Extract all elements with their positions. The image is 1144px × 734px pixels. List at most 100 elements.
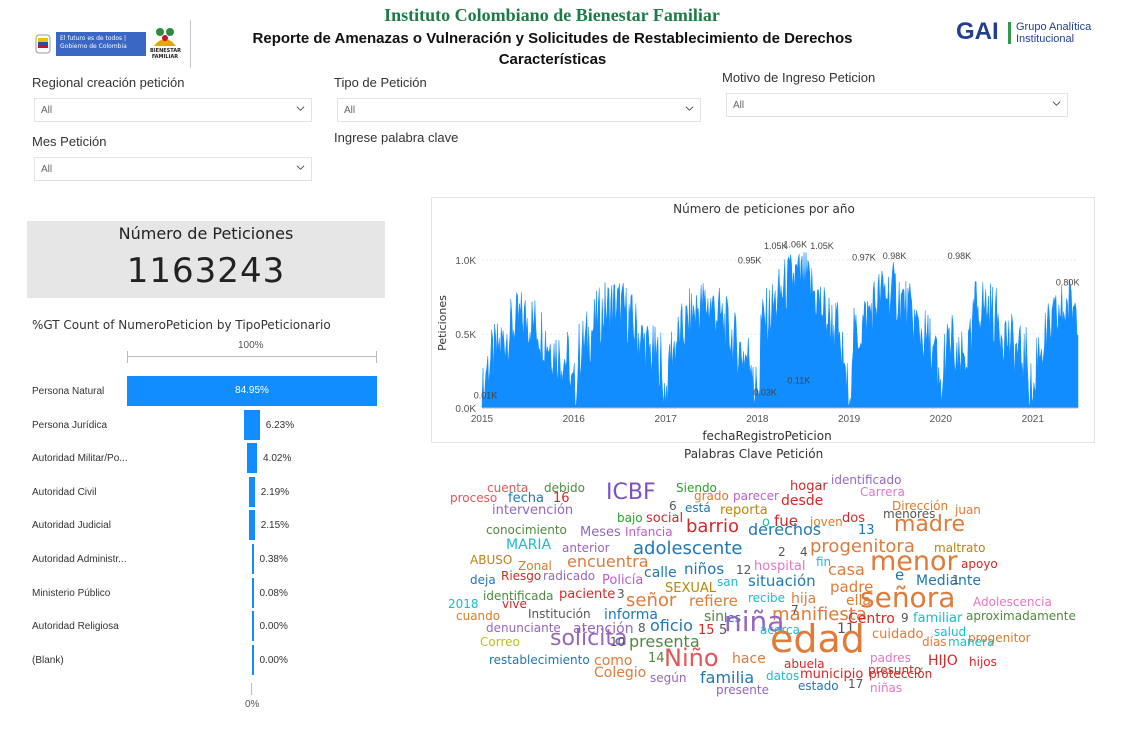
wordcloud-word[interactable]: presenta [629, 632, 700, 651]
wordcloud-word[interactable]: MARIA [506, 537, 552, 553]
wordcloud-word[interactable]: fecha [508, 491, 544, 506]
wordcloud-word[interactable]: solicita [550, 626, 628, 651]
wordcloud-word[interactable]: situación [748, 572, 816, 590]
wordcloud-word[interactable]: Riesgo [501, 569, 542, 583]
wordcloud-word[interactable]: 13 [858, 523, 875, 538]
wordcloud-word[interactable]: niños [684, 560, 725, 578]
wordcloud-word[interactable]: protección [869, 667, 933, 681]
wordcloud-word[interactable]: manifiesta [772, 604, 867, 625]
wordcloud-word[interactable]: Dirección [892, 499, 949, 513]
bar-mark[interactable] [252, 577, 254, 608]
wordcloud-word[interactable]: municipio [800, 667, 864, 682]
wordcloud-word[interactable]: Correo [480, 635, 520, 649]
wordcloud-word[interactable]: Niño [664, 644, 719, 672]
wordcloud-word[interactable]: radicado [543, 569, 596, 583]
tipo-filter-dropdown[interactable]: All [337, 98, 701, 122]
wordcloud-word[interactable]: estado [798, 679, 839, 693]
wordcloud-word[interactable]: Centro [848, 611, 895, 627]
wordcloud-word[interactable]: cuenta [487, 481, 529, 495]
wordcloud-word[interactable]: 10 [610, 635, 626, 649]
wordcloud-word[interactable]: 14 [648, 651, 665, 666]
bar-mark[interactable] [252, 611, 254, 642]
wordcloud-word[interactable]: padre [830, 578, 874, 596]
wordcloud-word[interactable]: niñas [870, 681, 903, 695]
wordcloud-word[interactable]: progenitor [968, 631, 1031, 645]
wordcloud-word[interactable]: restablecimiento [489, 653, 590, 667]
wordcloud-word[interactable]: Mediante [916, 573, 982, 589]
wordcloud-word[interactable]: vive [502, 597, 527, 611]
bar-mark[interactable] [246, 443, 258, 474]
bar-mark[interactable] [249, 510, 255, 541]
wordcloud-word[interactable]: identificada [483, 589, 554, 603]
wordcloud-word[interactable]: 8 [638, 621, 646, 635]
wordcloud-word[interactable]: 16 [553, 491, 570, 506]
wordcloud-word[interactable]: apoyo [961, 557, 998, 571]
wordcloud-word[interactable]: señor [626, 590, 677, 611]
wordcloud-word[interactable]: ella [846, 593, 871, 609]
wordcloud-word[interactable]: denunciante [486, 621, 561, 635]
wordcloud-word[interactable]: Zonal [518, 559, 552, 573]
wordcloud-word[interactable]: acerca [760, 623, 800, 637]
wordcloud-word[interactable]: casa [828, 560, 865, 579]
wordcloud-word[interactable]: presente [716, 683, 769, 697]
wordcloud-word[interactable]: hija [791, 591, 817, 607]
wordcloud-word[interactable]: reporta [720, 503, 768, 518]
bar-mark[interactable] [244, 409, 260, 440]
wordcloud-word[interactable]: debido [544, 481, 585, 495]
wordcloud-word[interactable]: según [650, 671, 687, 685]
wordcloud-word[interactable]: dos [842, 511, 865, 526]
wordcloud-word[interactable]: hogar [790, 479, 828, 494]
wordcloud-word[interactable]: abuela [784, 657, 825, 671]
wordcloud-word[interactable]: hace [732, 651, 766, 667]
wordcloud-word[interactable]: les [724, 611, 741, 625]
wordcloud-word[interactable]: Policía [602, 573, 644, 588]
wordcloud-word[interactable]: refiere [689, 592, 738, 610]
bar-mark[interactable] [127, 376, 377, 406]
wordcloud-word[interactable]: bajo [617, 511, 643, 525]
bar-mark[interactable] [252, 644, 254, 675]
wordcloud-word[interactable]: atención [573, 621, 634, 637]
wordcloud-word[interactable]: intervención [492, 503, 574, 518]
wordcloud-word[interactable]: 7 [791, 603, 799, 617]
wordcloud-word[interactable]: Meses [580, 525, 621, 540]
wordcloud-word[interactable]: como [594, 653, 633, 669]
wordcloud-word[interactable]: 6 [669, 499, 677, 513]
wordcloud-word[interactable]: conocimiento [486, 523, 567, 537]
wordcloud-word[interactable]: días [922, 635, 947, 649]
wordcloud-word[interactable]: 12 [736, 563, 752, 577]
wordcloud-word[interactable]: Institución [528, 607, 591, 621]
wordcloud-word[interactable]: Colegio [594, 665, 647, 681]
wordcloud-word[interactable]: juan [955, 503, 981, 517]
wordcloud-word[interactable]: cuidado [872, 627, 924, 642]
wordcloud-word[interactable]: parecer [733, 489, 779, 503]
wordcloud-word[interactable]: e [895, 566, 905, 584]
wordcloud-word[interactable]: cuando [456, 609, 501, 623]
wordcloud-word[interactable]: recibe [748, 591, 785, 605]
wordcloud-word[interactable]: derechos [748, 520, 822, 539]
wordcloud-word[interactable]: menores [883, 507, 936, 521]
wordcloud-word[interactable]: maltrato [934, 541, 986, 555]
wordcloud-word[interactable]: Siendo [676, 481, 717, 495]
wordcloud-word[interactable]: desde [781, 493, 824, 509]
wordcloud-word[interactable]: manera [948, 635, 995, 649]
wordcloud-word[interactable]: 5 [719, 623, 728, 638]
wordcloud-word[interactable]: 2 [778, 545, 786, 559]
wordcloud-word[interactable]: 2018 [448, 597, 479, 611]
wordcloud-word[interactable]: anterior [562, 541, 610, 555]
wordcloud-word[interactable]: presunto [868, 663, 922, 677]
wordcloud-word[interactable]: adolescente [633, 538, 743, 559]
wordcloud-word[interactable]: oficio [650, 616, 693, 635]
wordcloud-word[interactable]: menor [870, 546, 958, 577]
wordcloud-word[interactable]: está [685, 501, 711, 515]
wordcloud-word[interactable]: Infancia [625, 525, 673, 539]
wordcloud-word[interactable]: 15 [698, 623, 715, 638]
wordcloud-word[interactable]: ABUSO [470, 553, 513, 567]
wordcloud-word[interactable]: madre [894, 512, 965, 537]
wordcloud-word[interactable]: identificado [831, 473, 902, 487]
wordcloud-word[interactable]: joven [810, 515, 843, 529]
wordcloud-word[interactable]: niña [724, 605, 785, 638]
wordcloud-word[interactable]: salud [934, 625, 967, 639]
wordcloud-word[interactable]: fin [816, 555, 832, 569]
wordcloud-word[interactable]: proceso [450, 491, 498, 505]
bar-mark[interactable] [249, 476, 255, 507]
